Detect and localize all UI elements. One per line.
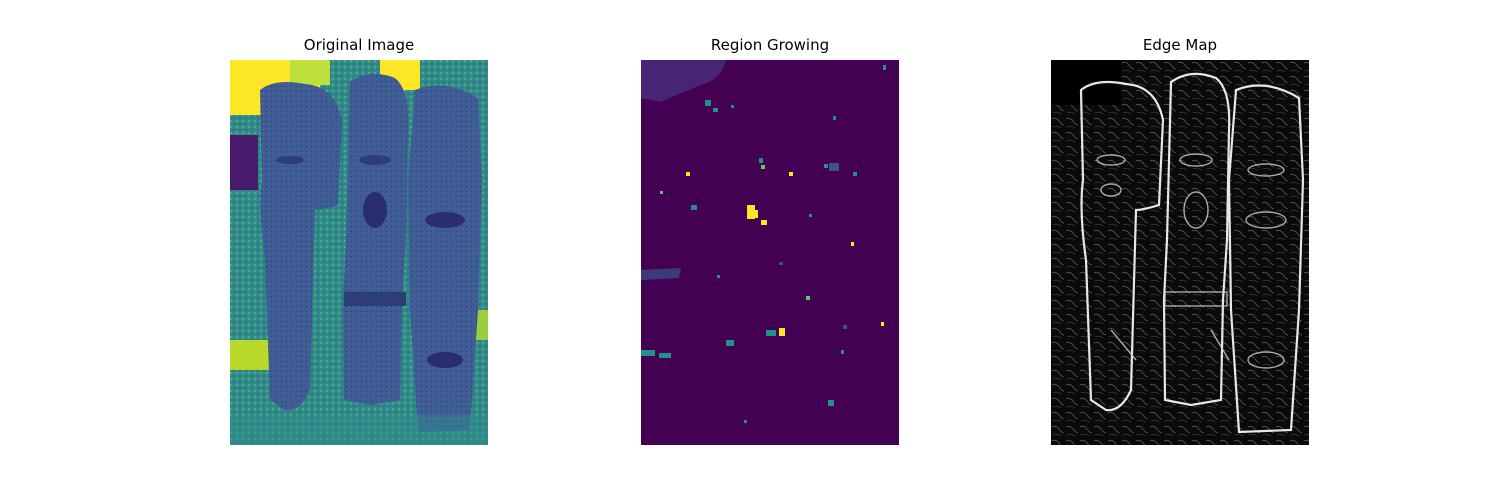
segmentation-map-icon: [641, 60, 899, 445]
panel-title-original: Original Image: [303, 36, 415, 54]
panel-title-region-growing: Region Growing: [710, 36, 830, 54]
region-growing-image: [641, 60, 899, 445]
panel-title-edge-map: Edge Map: [1142, 36, 1218, 54]
original-image: [230, 60, 488, 445]
edge-map-image: [1051, 60, 1309, 445]
totem-photo-icon: [230, 60, 488, 445]
edge-map-icon: [1051, 60, 1309, 445]
